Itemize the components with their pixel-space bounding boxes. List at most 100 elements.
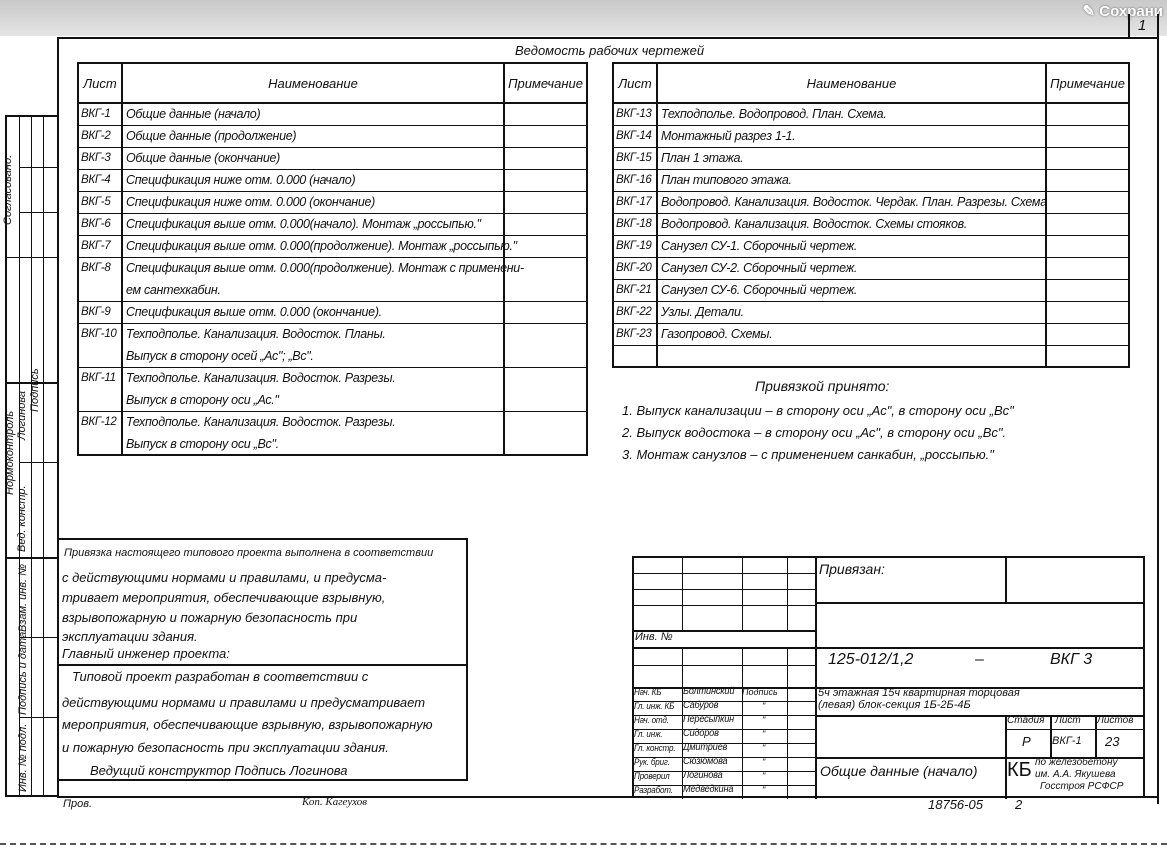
row-name: Спецификация ниже отм. 0.000 (окончание) [121,190,505,214]
frame-bottom [57,796,1157,798]
table-row-continuation: Выпуск в сторону оси „Вс". [77,433,588,456]
bound-label: Привязан: [819,561,885,577]
row-note [503,300,588,324]
row-sheet: ВКГ-22 [612,300,658,324]
signature-mark: " [762,743,766,753]
table-row: ВКГ-2 Общие данные (продолжение) [77,124,588,148]
header-name: Наименование [656,62,1047,104]
save-button[interactable]: ✎ Сохрани [1082,3,1164,20]
signature-mark: " [762,771,766,781]
replaced-inv-label: Взам. инв. № [17,563,29,632]
row-note [1045,212,1130,236]
row-name: Техподполье. Водопровод. План. Схема. [656,102,1047,126]
signature-mark: " [762,729,766,739]
row-note [1045,190,1130,214]
signature-role: Разработ. [634,785,673,795]
table-row: ВКГ-5 Спецификация ниже отм. 0.000 (оконч… [77,190,588,214]
sheet-value: ВКГ-1 [1052,735,1082,747]
row-note [1045,168,1130,192]
row-name: Спецификация выше отм. 0.000(продолжение… [121,234,517,258]
row-note [503,212,588,236]
row-note [503,366,588,389]
signature-name: Сабуров [683,700,719,711]
row-name: План 1 этажа. [656,146,1047,170]
side-stamp [5,115,59,797]
page-number: 2 [1015,797,1023,812]
org-line: по железобетону [1035,757,1118,768]
row-note [503,146,588,170]
row-name-continuation: Выпуск в сторону оси „Ас." [121,389,505,412]
row-sheet: ВКГ-16 [612,168,658,192]
signature-name: Дмитриев [683,742,728,753]
row-sheet: ВКГ-17 [612,190,658,214]
stage-value: Р [1022,734,1031,749]
row-name: Водопровод. Канализация. Водосток. Схемы… [656,212,1047,236]
row-sheet: ВКГ-8 [77,256,123,279]
signature-role: Проверил [634,771,670,781]
row-sheet: ВКГ-1 [77,102,123,126]
table-row: ВКГ-12 Техподполье. Канализация. Водосток… [77,410,588,433]
signature-name: Болтинский [683,686,735,697]
table-row: ВКГ-3 Общие данные (окончание) [77,146,588,170]
row-note [503,168,588,192]
design-text-line: Типовой проект разработан в соответствии… [72,669,369,684]
table-row: ВКГ-15 План 1 этажа. [612,146,1130,170]
row-name-continuation: Выпуск в сторону осей „Ас"; „Вс". [121,345,505,368]
signature-mark: " [762,757,766,767]
title-block [632,556,1145,799]
signature-role: Нач. КБ [634,687,662,697]
drawings-table-left: Лист Наименование Примечание ВКГ-1 Общие дан… [77,62,588,456]
row-name: Газопровод. Схемы. [656,322,1047,346]
row-note [503,322,588,345]
signature-label: Подпись [29,368,41,412]
note-item: 2. Выпуск водостока – в сторону оси „Ас"… [622,425,1007,440]
row-name-continuation: ем сантехкабин. [121,279,505,302]
row-sheet: ВКГ-12 [77,410,123,433]
project-code: 125-012/1,2 [828,651,914,668]
org-line: им. А.А. Якушева [1035,769,1116,780]
row-sheet: ВКГ-19 [612,234,658,258]
row-name: Водопровод. Канализация. Водосток. Черда… [656,190,1047,214]
table-row: ВКГ-17 Водопровод. Канализация. Водосток.… [612,190,1130,214]
sign-date-label: Подпись и дата [17,631,29,715]
table-row: ВКГ-4 Спецификация ниже отм. 0.000 (начал… [77,168,588,192]
statements-box [57,538,468,781]
sheet-number: 1 [1138,17,1147,34]
sheet-title: Общие данные (начало) [820,763,978,779]
row-sheet: ВКГ-7 [77,234,123,258]
table-row: ВКГ-7 Спецификация выше отм. 0.000(продол… [77,234,588,258]
row-name: Общие данные (окончание) [121,146,505,170]
row-note [1045,124,1130,148]
row-name: Узлы. Детали. [656,300,1047,324]
org-line: Госстроя РСФСР [1040,781,1124,792]
row-name: Спецификация выше отм. 0.000(начало). Мо… [121,212,505,236]
binding-text-line: тривает мероприятия, обеспечивающие взры… [62,590,386,605]
binding-text-line: взрывопожарную и пожарную безопасность п… [62,610,358,625]
row-name: Техподполье. Канализация. Водосток. План… [121,322,505,345]
design-text-line: действующими нормами и правилами и преду… [62,695,426,710]
row-sheet: ВКГ-21 [612,278,658,302]
row-name: Общие данные (продолжение) [121,124,505,148]
note-item: 3. Монтаж санузлов – с применением санка… [622,447,994,462]
row-name-continuation: Выпуск в сторону оси „Вс". [121,433,505,456]
copy-signature: Коп. Кагеухов [302,796,367,808]
signature-name: Логинова [683,770,723,781]
row-sheet: ВКГ-18 [612,212,658,236]
page-title: Ведомость рабочих чертежей [515,43,705,58]
frame-right [1157,14,1159,804]
row-sheet: ВКГ-23 [612,322,658,346]
row-sheet: ВКГ-3 [77,146,123,170]
header-sheet: Лист [77,62,123,104]
row-sheet: ВКГ-20 [612,256,658,280]
row-note [503,102,588,126]
table-row: ВКГ-11 Техподполье. Канализация. Водосток… [77,366,588,389]
signature-mark: " [762,785,766,795]
note-item: 1. Выпуск канализации – в сторону оси „А… [622,403,1014,418]
sheets-header: Листов [1097,715,1134,726]
sheets-value: 23 [1105,734,1120,749]
signature-role: Гл. инж. [634,729,663,739]
table-row: ВКГ-16 План типового этажа. [612,168,1130,192]
frame-top [57,37,1157,39]
table-row: ВКГ-8 Спецификация выше отм. 0.000(продол… [77,256,588,279]
description-line: 5ч этажная 15ч квартирная торцовая [818,687,1020,699]
